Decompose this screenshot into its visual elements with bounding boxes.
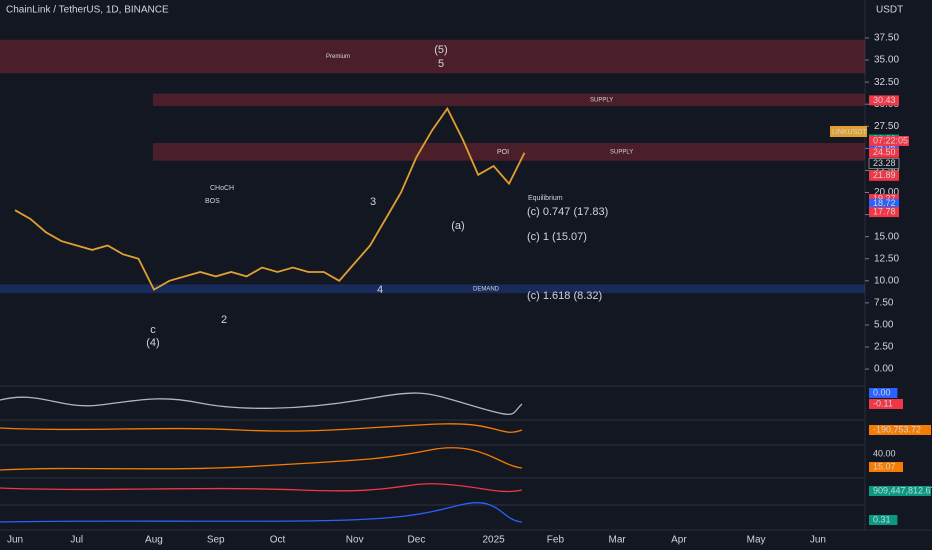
annotation: (c) 0.747 (17.83) <box>527 206 608 218</box>
annotation: c <box>150 324 156 336</box>
x-tick-label: Aug <box>145 535 163 546</box>
x-tick-label: Oct <box>270 535 286 546</box>
y-tick-label: 32.50 <box>874 77 899 88</box>
price-tag-label: 25.06 <box>873 142 896 152</box>
y-tick-label: 20.00 <box>874 187 899 198</box>
y-tick-label: 7.50 <box>874 298 894 309</box>
y-tick-label: 27.50 <box>874 121 899 132</box>
price-tag <box>869 95 899 106</box>
indicator-tag <box>869 399 903 409</box>
symbol: LINKUSDT <box>832 129 867 136</box>
annotation: CHoCH <box>210 185 234 192</box>
price-tag <box>869 147 899 158</box>
y-tick-label: 10.00 <box>874 275 899 286</box>
indicator-tag <box>869 486 931 496</box>
x-tick-label: 2025 <box>483 535 506 546</box>
price-tag-label: 21.89 <box>873 170 896 180</box>
price-tag-label: 24.50 <box>873 147 896 157</box>
x-tick-label: Jun <box>810 535 826 546</box>
price-tag-label: 19.27 <box>873 193 896 203</box>
price-tag-label: 17.78 <box>873 206 896 216</box>
countdown: 07:22:05 <box>873 135 908 145</box>
x-tick-label: May <box>747 535 766 546</box>
annotation: (4) <box>146 337 159 349</box>
indicator-label: -190,753.72 <box>873 424 921 434</box>
x-tick-label: Sep <box>207 535 225 546</box>
y-tick-label: 0.00 <box>874 364 894 375</box>
indicator-tag <box>869 388 898 398</box>
annotation: POI <box>497 149 509 156</box>
indicator-panels <box>0 385 865 523</box>
currency: USDT <box>876 5 903 16</box>
zone <box>153 143 865 161</box>
x-tick-label: Nov <box>346 535 364 546</box>
annotation: 2 <box>221 314 227 326</box>
y-tick-label: 15.00 <box>874 231 899 242</box>
indicator-label: 0.31 <box>873 514 891 524</box>
indicator-tag <box>869 515 898 525</box>
zone-label: Premium <box>326 54 350 60</box>
annotation: (5) <box>434 44 447 56</box>
y-tick-label: 12.50 <box>874 253 899 264</box>
price-tag <box>869 170 899 181</box>
zone-label: SUPPLY <box>590 97 613 103</box>
price-line <box>14 106 526 291</box>
annotation: 5 <box>438 58 444 70</box>
x-tick-label: Jul <box>70 535 83 546</box>
x-tick-label: Feb <box>547 535 565 546</box>
price-tag <box>869 198 899 209</box>
indicator-tag <box>869 462 903 472</box>
y-tick-label: 37.50 <box>874 33 899 44</box>
annotation: (a) <box>451 220 464 232</box>
annotation: (c) 1.618 (8.32) <box>527 290 602 302</box>
price-tag-label: 23.28 <box>873 158 896 168</box>
indicator-label: -0.11 <box>873 398 893 408</box>
y-tick-label: 5.00 <box>874 320 894 331</box>
annotation: (c) 1 (15.07) <box>527 231 587 243</box>
zone-label: SUPPLY <box>610 149 633 155</box>
y-tick-label: 35.00 <box>874 55 899 66</box>
indicator-label: 40.00 <box>873 448 896 458</box>
annotation: 4 <box>377 284 383 296</box>
price-tag-label: 30.43 <box>873 95 896 105</box>
zone <box>153 93 865 106</box>
zone <box>0 39 865 74</box>
x-tick-label: Mar <box>609 535 627 546</box>
indicator-label: 0.00 <box>873 387 891 397</box>
countdown-tag <box>869 136 909 146</box>
x-tick-label: Dec <box>408 535 426 546</box>
indicator-tag <box>869 425 931 435</box>
price-tag-label: 18.72 <box>873 198 896 208</box>
annotation: BOS <box>205 198 220 205</box>
x-tick-label: Jun <box>7 535 23 546</box>
price-tag <box>869 207 899 218</box>
annotation: 3 <box>370 196 376 208</box>
indicator-label: 909,447,812.67 <box>873 485 932 495</box>
chart-title: ChainLink / TetherUS, 1D, BINANCE <box>6 5 169 16</box>
zone <box>0 284 865 294</box>
symbol-tag <box>830 126 867 137</box>
indicator-label: 15.07 <box>873 461 896 471</box>
annotation: Equilibrium <box>528 195 563 202</box>
zone-label: DEMAND <box>473 286 500 292</box>
x-tick-label: Apr <box>671 535 687 546</box>
indicator-tag <box>869 449 903 459</box>
y-tick-label: 2.50 <box>874 342 894 353</box>
price-tag <box>868 158 900 170</box>
